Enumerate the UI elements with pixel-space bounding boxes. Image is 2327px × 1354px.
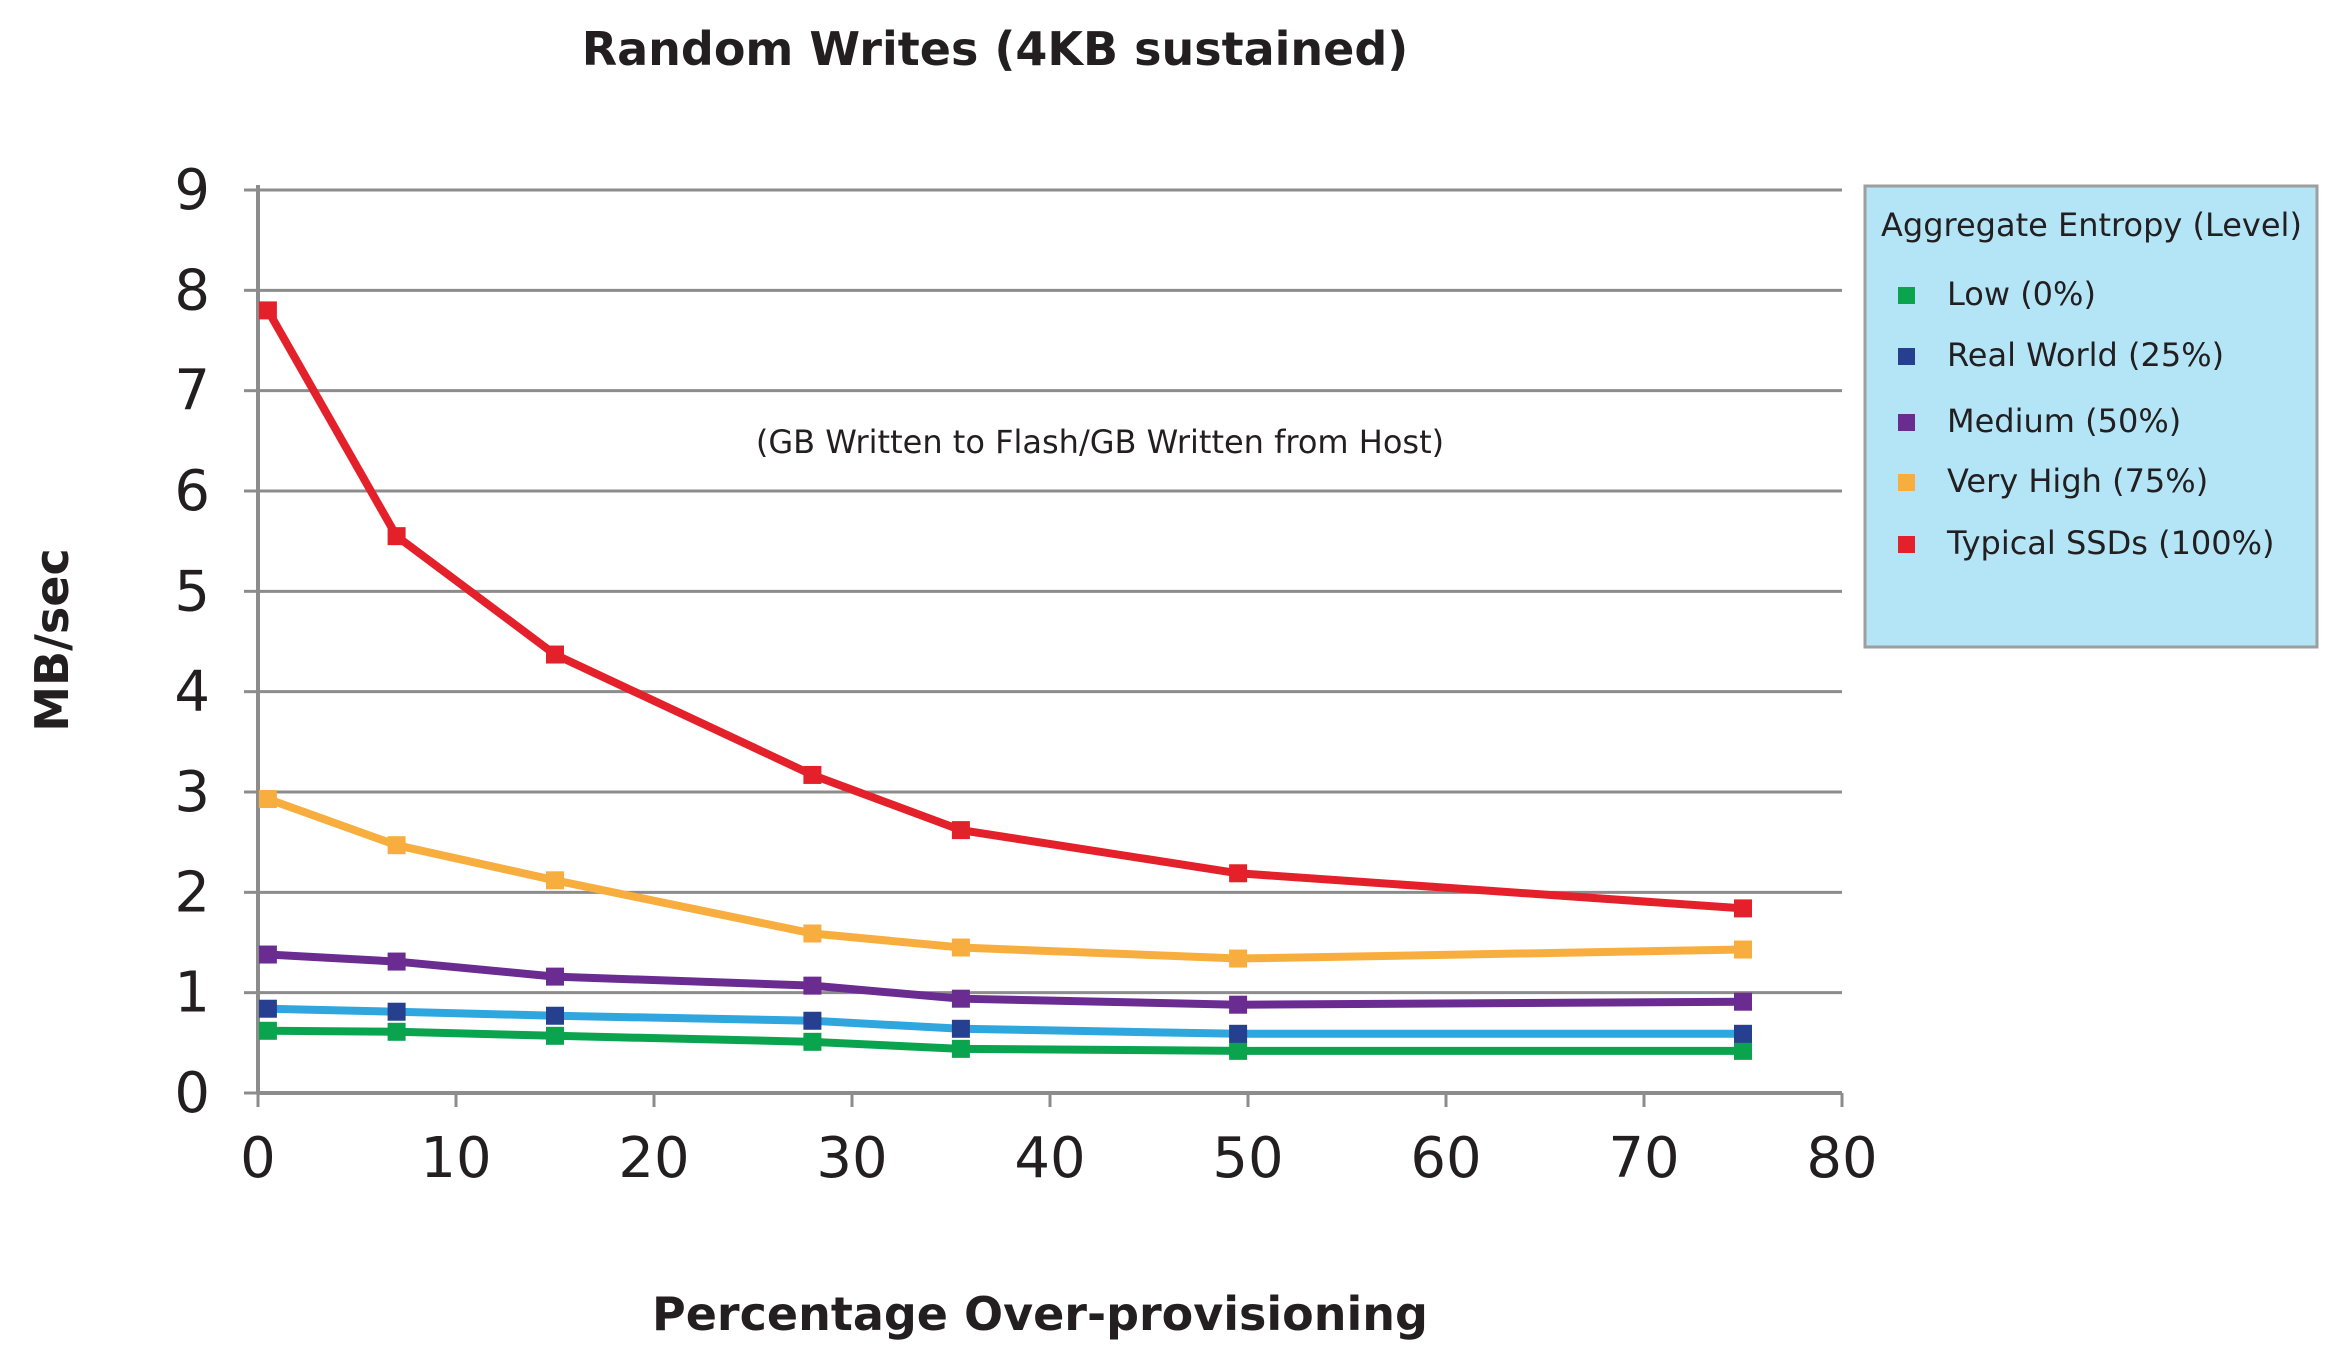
x-tick-label-2: 20 bbox=[618, 1126, 689, 1191]
data-point-3-2 bbox=[546, 871, 564, 890]
annotation: (GB Written to Flash/GB Written from Hos… bbox=[756, 423, 1444, 461]
x-tick-label-8: 80 bbox=[1806, 1126, 1877, 1191]
y-tick-label-1: 1 bbox=[174, 961, 210, 1026]
data-point-2-4 bbox=[951, 989, 970, 1008]
series-line-3 bbox=[266, 795, 1744, 963]
data-point-2-1 bbox=[387, 952, 406, 971]
x-tick-label-4: 40 bbox=[1014, 1126, 1085, 1191]
series-2 bbox=[258, 945, 1752, 1014]
legend-swatch-2 bbox=[1898, 414, 1915, 431]
data-point-1-2 bbox=[546, 1006, 564, 1025]
data-point-2-3 bbox=[803, 976, 822, 995]
x-tick-label-7: 70 bbox=[1608, 1126, 1679, 1191]
legend-title: Aggregate Entropy (Level) bbox=[1881, 206, 2302, 244]
data-point-4-5 bbox=[1229, 864, 1248, 883]
legend-items: Low (0%) Real World (25%) Medium (50%) Very… bbox=[1898, 275, 2275, 562]
y-tick-label-4: 4 bbox=[174, 660, 210, 725]
legend-item-2: Medium (50%) bbox=[1898, 402, 2181, 440]
y-tick-label-5: 5 bbox=[174, 559, 210, 624]
legend-swatch-3 bbox=[1898, 474, 1915, 491]
series-line-4 bbox=[264, 308, 1744, 913]
data-point-0-2 bbox=[546, 1026, 564, 1045]
data-point-1-0 bbox=[258, 999, 277, 1018]
data-point-0-3 bbox=[803, 1032, 822, 1051]
legend-label-3: Very High (75%) bbox=[1947, 462, 2208, 500]
y-tick-label-0: 0 bbox=[174, 1061, 210, 1126]
data-point-4-4 bbox=[951, 821, 970, 840]
legend-swatch-0 bbox=[1898, 287, 1915, 304]
data-point-4-3 bbox=[803, 765, 822, 784]
x-tick-label-5: 50 bbox=[1212, 1126, 1283, 1191]
x-tick-label-1: 10 bbox=[420, 1126, 491, 1191]
series-3 bbox=[258, 790, 1752, 968]
data-point-4-6 bbox=[1734, 899, 1752, 918]
data-point-3-1 bbox=[387, 836, 406, 855]
grid bbox=[258, 188, 1842, 995]
legend-label-0: Low (0%) bbox=[1947, 275, 2096, 313]
y-tick-label-3: 3 bbox=[174, 760, 210, 825]
legend-item-0: Low (0%) bbox=[1898, 275, 2096, 313]
data-point-4-0 bbox=[258, 301, 277, 320]
data-point-1-6 bbox=[1734, 1024, 1752, 1043]
legend: Aggregate Entropy (Level) Low (0%) Real W… bbox=[1863, 184, 2319, 649]
legend-swatch-1 bbox=[1898, 348, 1915, 365]
series-4 bbox=[258, 301, 1752, 918]
legend-item-3: Very High (75%) bbox=[1898, 462, 2208, 500]
data-point-0-5 bbox=[1229, 1041, 1248, 1060]
legend-item-4: Typical SSDs (100%) bbox=[1898, 524, 2275, 562]
data-point-3-5 bbox=[1229, 949, 1248, 968]
data-point-3-3 bbox=[803, 924, 822, 943]
y-tick-label-8: 8 bbox=[174, 258, 210, 323]
y-tick-label-9: 9 bbox=[174, 158, 210, 223]
x-tick-label-0: 0 bbox=[240, 1126, 276, 1191]
series-line-2 bbox=[267, 950, 1744, 1009]
data-point-2-0 bbox=[258, 945, 277, 964]
legend-label-2: Medium (50%) bbox=[1947, 402, 2181, 440]
y-tick-label-6: 6 bbox=[174, 459, 210, 524]
legend-box bbox=[1863, 184, 2319, 649]
chart-title: Random Writes (4KB sustained) bbox=[582, 22, 1409, 76]
series-line-1 bbox=[267, 1004, 1743, 1038]
data-point-2-2 bbox=[546, 967, 564, 986]
data-point-3-4 bbox=[951, 938, 970, 957]
data-point-1-4 bbox=[951, 1019, 970, 1038]
series-1 bbox=[258, 999, 1752, 1043]
legend-item-1: Real World (25%) bbox=[1898, 336, 2224, 374]
y-axis-title: MB/sec bbox=[25, 548, 79, 731]
data-point-4-2 bbox=[546, 645, 564, 664]
data-point-3-6 bbox=[1734, 940, 1752, 959]
data-point-2-5 bbox=[1229, 995, 1248, 1014]
series-0 bbox=[258, 1021, 1752, 1060]
y-tick-label-7: 7 bbox=[174, 359, 210, 424]
data-point-1-5 bbox=[1229, 1024, 1248, 1043]
data-point-4-1 bbox=[387, 527, 406, 546]
x-tick-label-3: 30 bbox=[816, 1126, 887, 1191]
y-tick-label-2: 2 bbox=[174, 860, 210, 925]
x-tick-label-6: 60 bbox=[1410, 1126, 1481, 1191]
data-point-2-6 bbox=[1734, 992, 1752, 1011]
data-point-0-0 bbox=[258, 1021, 277, 1040]
data-point-1-3 bbox=[803, 1011, 822, 1030]
x-tick-labels: 0 10 20 30 40 50 60 70 80 bbox=[240, 1126, 1877, 1191]
data-point-1-1 bbox=[387, 1002, 406, 1021]
x-axis-title: Percentage Over-provisioning bbox=[652, 1287, 1428, 1341]
legend-label-4: Typical SSDs (100%) bbox=[1946, 524, 2275, 562]
axes bbox=[244, 185, 1844, 1107]
legend-label-1: Real World (25%) bbox=[1947, 336, 2224, 374]
legend-swatch-4 bbox=[1898, 536, 1915, 553]
data-point-0-1 bbox=[387, 1022, 406, 1041]
y-tick-labels: 0 1 2 3 4 5 6 7 8 9 bbox=[174, 158, 210, 1126]
series-lines bbox=[258, 301, 1752, 1060]
data-point-0-6 bbox=[1734, 1041, 1752, 1060]
data-point-0-4 bbox=[951, 1039, 970, 1058]
data-point-3-0 bbox=[258, 790, 277, 809]
